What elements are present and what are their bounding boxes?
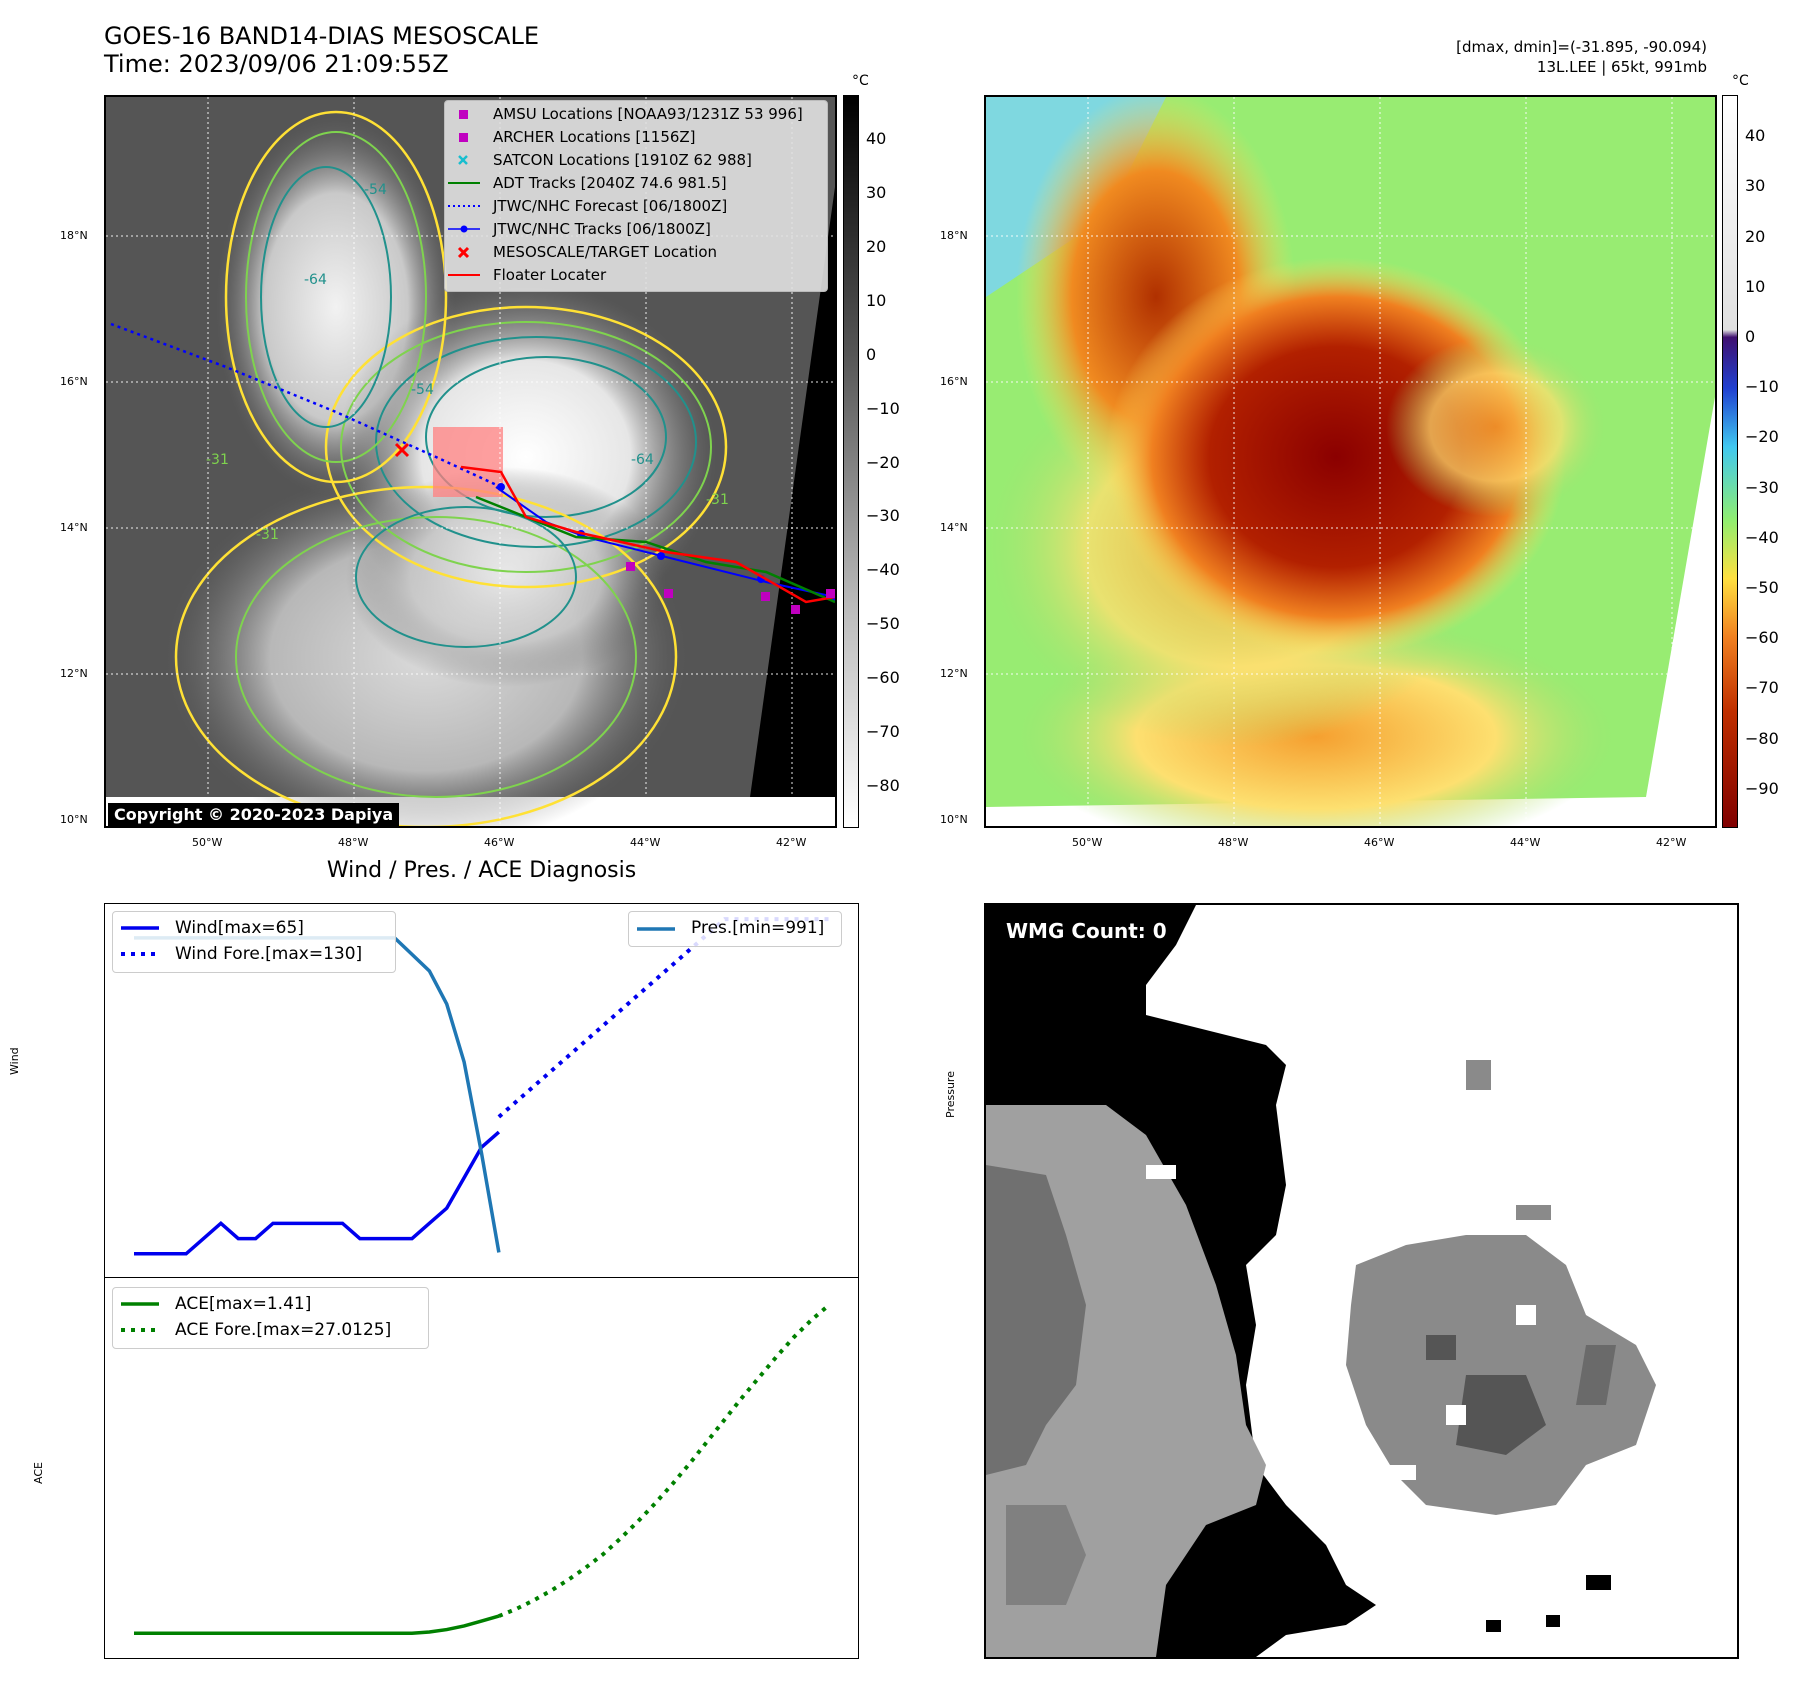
lat-tick-label: 14°N [60,521,88,534]
legend-item-wind-forecast: Wind Fore.[max=130] [175,944,363,964]
colorbar-tick-label: −40 [866,560,900,580]
legend-item-target: MESOSCALE/TARGET Location [493,243,718,261]
lon-tick-label: 50°W [1072,836,1103,849]
ir-enhanced-map [984,95,1717,828]
wmg-panel: WMG Count: 0 [984,903,1739,1659]
lon-tick-label: 48°W [338,836,369,849]
contour-label: -64 [631,452,654,468]
lon-tick-label: 46°W [1364,836,1395,849]
pressure-legend: Pres.[min=991] [628,911,842,947]
ace-legend-markers [121,1302,159,1332]
colorbar-tick-label: −10 [1745,377,1779,397]
wmg-count-badge: WMG Count: 0 [998,916,1175,946]
lon-tick-label: 44°W [630,836,661,849]
legend-item-tracks: JTWC/NHC Tracks [06/1800Z] [493,220,711,238]
storm-info: 13L.LEE | 65kt, 991mb [1536,58,1707,76]
diagnosis-title: Wind / Pres. / ACE Diagnosis [326,858,637,883]
colorbar-tick-label: −30 [866,506,900,526]
contour-label: -54 [364,182,387,198]
legend-item-adt: ADT Tracks [2040Z 74.6 981.5] [493,174,727,192]
legend-item-archer: ARCHER Locations [1156Z] [493,128,696,146]
ace-axis-label: ACE [32,1462,45,1484]
pressure-axis-label: Pressure [944,1071,957,1118]
colorbar-enhanced [1722,95,1738,828]
lat-tick-label: 12°N [940,667,968,680]
pressure-legend-marker [637,927,675,931]
colorbar-tick-label: −20 [866,452,900,472]
ir-grayscale-map: -54 -64 -54 -64 -31 -31 -31 AMSU Locatio… [104,95,837,828]
wind-legend: Wind[max=65] Wind Fore.[max=130] [112,911,396,973]
colorbar-tick-label: −20 [1745,427,1779,447]
colorbar-tick-label: −60 [866,668,900,688]
ace-forecast-series-line [498,1303,831,1618]
lat-tick-label: 14°N [940,521,968,534]
map-legend: AMSU Locations [NOAA93/1231Z 53 996] ARC… [444,100,828,292]
colorbar-tick-label: −10 [866,398,900,418]
colorbar-tick-label: −90 [1745,778,1779,798]
wind-legend-markers [121,926,159,956]
colorbar-tick-label: 30 [866,183,887,202]
colorbar-tick-label: 30 [1745,176,1766,196]
lat-tick-label: 18°N [940,229,968,242]
colorbar-tick-label: 10 [866,290,887,310]
lat-tick-label: 16°N [60,375,88,388]
contour-label: -64 [304,272,327,288]
figure-title: GOES-16 BAND14-DIAS MESOSCALE [104,22,540,50]
lon-tick-label: 42°W [1656,836,1687,849]
colorbar-tick-label: 40 [1745,126,1766,146]
colorbar-tick-label: −50 [1745,578,1779,597]
legend-item-ace: ACE[max=1.41] [175,1294,312,1314]
legend-item-satcon: SATCON Locations [1910Z 62 988] [493,151,752,169]
contour-label: -54 [411,382,434,398]
colorbar-tick-label: −70 [866,721,900,741]
colorbar-tick-label: 0 [866,344,877,364]
ace-legend: ACE[max=1.41] ACE Fore.[max=27.0125] [112,1287,429,1349]
colorbar-tick-label: 20 [866,236,887,256]
lat-tick-label: 10°N [60,813,88,826]
contour-label: -31 [256,527,279,543]
lon-tick-label: 50°W [192,836,223,849]
colorbar-tick-label: −50 [866,614,900,634]
colorbar-tick-label: 20 [1745,226,1766,246]
wind-axis-label: Wind [8,1047,21,1075]
colorbar-tick-label: −70 [1745,678,1779,698]
wind-forecast-series-line [497,917,829,1119]
colorbar-unit: °C [1732,73,1749,89]
legend-item-pressure: Pres.[min=991] [691,918,825,938]
legend-item-forecast: JTWC/NHC Forecast [06/1800Z] [493,197,728,215]
legend-item-amsu: AMSU Locations [NOAA93/1231Z 53 996] [493,105,803,123]
ace-series-line [134,1614,500,1635]
contour-label: -31 [706,492,729,508]
contour-label: -31 [206,452,229,468]
colorbar-unit: °C [852,73,869,89]
lon-tick-label: 48°W [1218,836,1249,849]
legend-item-floater: Floater Locater [493,266,607,284]
colorbar-tick-label: −80 [866,775,900,795]
wmg-imagery [986,905,1737,1657]
colorbar-tick-label: −80 [1745,728,1779,748]
lon-tick-label: 44°W [1510,836,1541,849]
colorbar-tick-label: 10 [1745,276,1766,296]
legend-item-ace-forecast: ACE Fore.[max=27.0125] [175,1320,392,1340]
dmax-dmin-readout: [dmax, dmin]=(-31.895, -90.094) [1456,38,1707,56]
lat-tick-label: 12°N [60,667,88,680]
colorbar-grayscale [843,95,859,828]
figure-time: Time: 2023/09/06 21:09:55Z [104,50,449,78]
copyright-notice: Copyright © 2020-2023 Dapiya [108,803,400,826]
enhanced-map-imagery [986,97,1715,826]
lat-tick-label: 16°N [940,375,968,388]
colorbar-tick-label: 40 [866,129,887,149]
colorbar-tick-label: 0 [1745,326,1756,346]
lat-tick-label: 10°N [940,813,968,826]
colorbar-tick-label: −30 [1745,477,1779,497]
lon-tick-label: 46°W [484,836,515,849]
lon-tick-label: 42°W [776,836,807,849]
legend-markers [448,110,480,276]
legend-item-wind: Wind[max=65] [175,918,304,938]
colorbar-tick-label: −40 [1745,527,1779,547]
colorbar-tick-label: −60 [1745,628,1779,648]
wind-series-line [134,1130,501,1256]
lat-tick-label: 18°N [60,229,88,242]
